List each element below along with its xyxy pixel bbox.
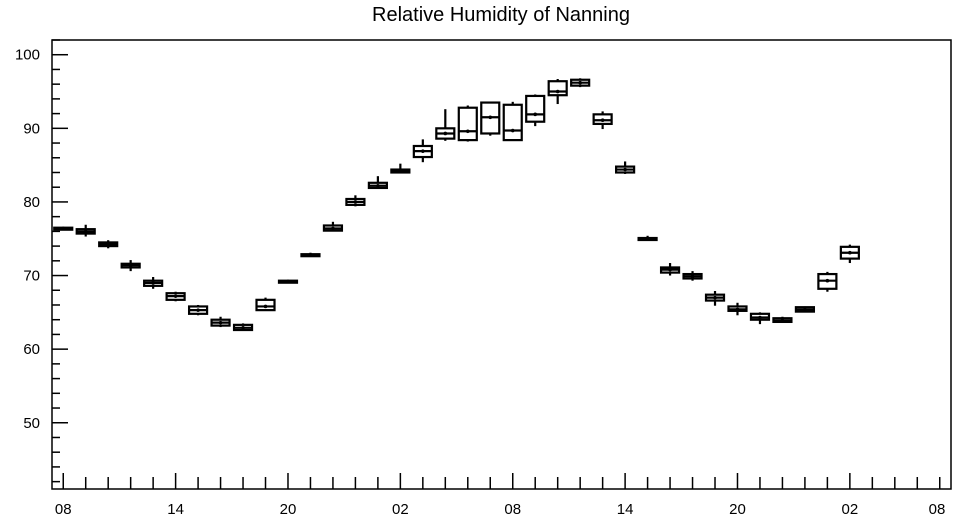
box-center-dot [353, 200, 358, 204]
box-center-dot [465, 129, 470, 134]
x-tick-label: 08 [929, 501, 946, 518]
box-body [457, 106, 478, 142]
y-tick-label: 80 [23, 194, 40, 211]
box-center-dot [758, 315, 762, 320]
box-center-dot [421, 149, 425, 153]
box-center-dot [218, 320, 223, 325]
x-tick-label: 02 [392, 501, 409, 518]
box-center-dot [286, 279, 290, 284]
box-center-dot [241, 326, 245, 330]
y-tick-label: 60 [23, 341, 40, 358]
plot-frame [51, 39, 952, 490]
box-center-dot [331, 226, 335, 231]
x-tick-label: 02 [842, 501, 859, 518]
box-center-dot [308, 253, 313, 257]
box-center-dot [398, 169, 403, 173]
box-center-dot [803, 307, 807, 312]
box-center-dot [623, 167, 627, 172]
x-tick-label: 08 [55, 501, 72, 518]
box-center-dot [735, 307, 740, 312]
y-tick-label: 100 [15, 47, 40, 64]
box-body [525, 94, 546, 123]
box-center-dot [151, 281, 155, 285]
box-center-dot [106, 242, 110, 246]
box-center-dot [690, 274, 695, 279]
box-center-dot [196, 308, 200, 312]
box-center-dot [848, 250, 852, 255]
y-tick-label: 70 [23, 268, 40, 285]
x-tick-label: 14 [167, 501, 184, 518]
box-center-dot [668, 267, 672, 272]
x-tick-label: 14 [617, 501, 634, 518]
box-center-dot [825, 278, 830, 283]
box-center-dot [578, 80, 582, 85]
box-center-dot [61, 226, 66, 231]
box-center-dot [128, 263, 133, 268]
box-center-dot [600, 118, 605, 123]
box-center-dot [510, 128, 515, 133]
box-center-dot [376, 183, 380, 188]
box-body [502, 103, 523, 142]
box-center-dot [645, 236, 650, 241]
x-tick-label: 20 [280, 501, 297, 518]
box-center-dot [263, 304, 268, 309]
x-tick-label: 20 [729, 501, 746, 518]
box-center-dot [83, 229, 88, 234]
plot-area: 50 60 70 80 90 100 08 14 20 02 08 14 20 02 08 [15, 39, 952, 518]
box-center-dot [713, 295, 717, 300]
y-tick-label: 50 [23, 415, 40, 432]
box-center-dot [533, 112, 538, 117]
box-center-dot [780, 318, 785, 323]
box-center-dot [488, 115, 493, 120]
box-center-dot [173, 294, 178, 298]
y-tick-label: 90 [23, 120, 40, 137]
x-tick-label: 08 [504, 501, 521, 518]
box-center-dot [443, 131, 448, 136]
box-center-dot [555, 89, 560, 94]
chart-title: Relative Humidity of Nanning [372, 4, 630, 26]
